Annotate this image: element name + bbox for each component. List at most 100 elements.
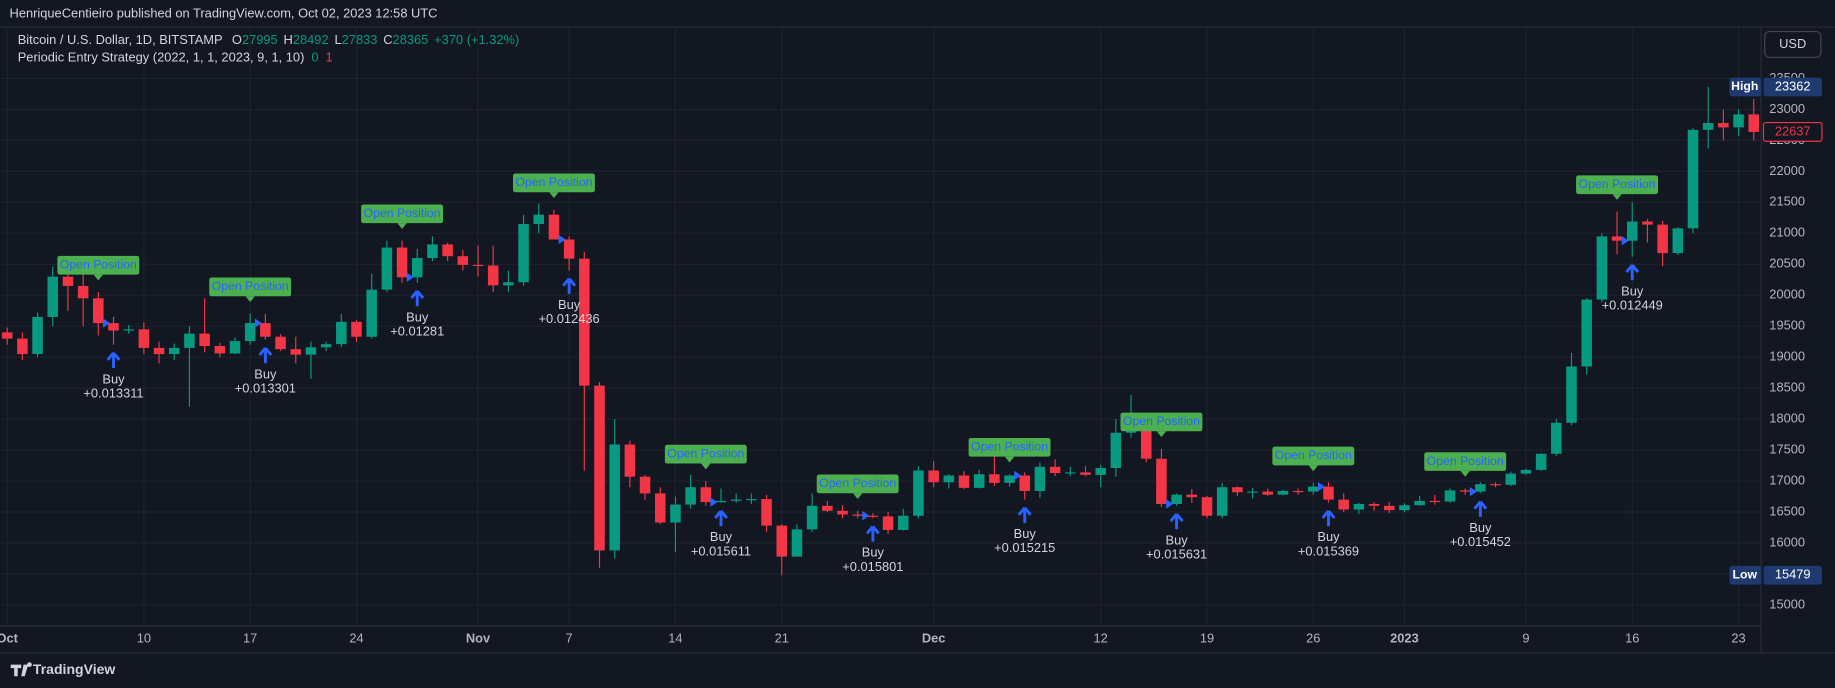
candle-body — [336, 321, 347, 345]
buy-label: Buy — [1317, 529, 1340, 544]
ohlc-value: 28492 — [293, 32, 329, 47]
candle-body — [1308, 486, 1319, 492]
buy-arrow — [1017, 506, 1032, 524]
candle-body — [290, 349, 302, 355]
candle-body — [1034, 466, 1046, 491]
open-position-pointer — [853, 493, 863, 500]
open-position-label: Open Position — [1123, 414, 1200, 428]
buy-size: +0.01281 — [390, 323, 444, 338]
high-marker-tag — [1729, 77, 1762, 97]
x-tick-label: Dec — [922, 630, 946, 645]
candle-body — [1080, 472, 1091, 475]
legend: Bitcoin / U.S. Dollar, 1D, BITSTAMP O2799… — [18, 32, 520, 65]
buy-size: +0.012436 — [539, 311, 600, 326]
candle-body — [1216, 487, 1228, 516]
low-marker-label: Low — [1732, 568, 1757, 582]
buy-size: +0.015369 — [1298, 543, 1359, 558]
candle-body — [1125, 430, 1137, 433]
buy-size: +0.013301 — [235, 380, 296, 395]
open-position-label: Open Position — [1427, 454, 1504, 468]
candle-body — [685, 487, 696, 505]
strategy-name: Periodic Entry Strategy (2022, 1, 1, 202… — [18, 50, 305, 65]
candle-body — [1399, 505, 1410, 511]
buy-size: +0.015611 — [691, 543, 751, 558]
y-tick-label: 17000 — [1769, 472, 1805, 487]
currency-label[interactable]: USD — [1779, 36, 1806, 51]
candle-body — [639, 476, 651, 494]
candle-body — [503, 282, 514, 286]
buy-size: +0.015801 — [842, 559, 903, 574]
candle-body — [199, 333, 210, 347]
x-tick-label: 24 — [349, 630, 363, 645]
candle-body — [1019, 475, 1031, 491]
candle-body — [1140, 430, 1152, 459]
candle-body — [913, 470, 924, 516]
candle-body — [958, 475, 970, 488]
entry-marker — [1014, 470, 1022, 481]
currency-button[interactable] — [1764, 31, 1822, 58]
candle-body — [897, 515, 909, 530]
legend-change: +370 (+1.32%) — [434, 32, 519, 47]
candle-body — [928, 470, 939, 483]
open-position-pointer — [1156, 431, 1167, 438]
candle-body — [457, 256, 469, 265]
x-tick-label: 9 — [1522, 630, 1529, 645]
candle-body — [700, 487, 712, 503]
candle-body — [77, 285, 89, 299]
buy-label: Buy — [862, 545, 885, 560]
open-position-box — [1272, 446, 1355, 466]
candle-body — [973, 474, 985, 488]
buy-label: Buy — [1014, 526, 1037, 541]
candle-body — [153, 347, 165, 355]
buy-label: Buy — [558, 297, 581, 312]
candle-body — [472, 264, 484, 267]
x-tick-label: Nov — [466, 630, 491, 645]
x-tick-label: 12 — [1094, 630, 1108, 645]
buy-size: +0.013311 — [83, 385, 143, 400]
y-tick-label: 19000 — [1769, 349, 1805, 364]
buy-label: Buy — [102, 371, 125, 386]
open-position-label: Open Position — [60, 257, 137, 271]
candle-body — [108, 323, 119, 331]
candle-body — [1626, 221, 1638, 241]
candle-body — [746, 499, 757, 501]
candle-body — [791, 529, 803, 557]
buy-size: +0.015215 — [994, 540, 1055, 555]
buy-arrow — [865, 525, 880, 542]
open-position-box — [512, 173, 595, 193]
candle-body — [1292, 490, 1304, 493]
entry-marker — [710, 497, 718, 507]
open-position-pointer — [1612, 194, 1622, 200]
y-tick-label: 18500 — [1769, 380, 1805, 395]
candle-body — [1065, 472, 1076, 474]
candle-body — [1368, 503, 1380, 506]
low-marker-box — [1763, 565, 1822, 585]
open-position-label: Open Position — [971, 440, 1048, 454]
candle-body — [1535, 453, 1547, 470]
open-position-box — [816, 474, 899, 494]
candle-body — [533, 214, 545, 225]
candle-body — [1186, 494, 1198, 498]
buy-size: +0.012449 — [1602, 297, 1663, 312]
candle-body — [1748, 114, 1760, 132]
x-tick-label: Oct — [0, 630, 19, 645]
buy-arrow — [410, 290, 425, 307]
candle-body — [654, 493, 666, 523]
candle-body — [1110, 432, 1122, 469]
ohlc-label: L — [334, 32, 341, 47]
y-tick-label: 23000 — [1769, 101, 1805, 116]
candle-body — [518, 224, 529, 283]
candle-body — [1459, 490, 1471, 492]
candle-body — [168, 347, 180, 355]
footer-brand: TradingView — [33, 661, 115, 677]
candle-body — [351, 321, 362, 337]
candle-body — [366, 289, 377, 337]
buy-arrow — [1169, 513, 1184, 530]
open-position-pointer — [701, 463, 711, 470]
candle-body — [670, 504, 681, 523]
open-position-box — [1424, 452, 1507, 471]
candle-body — [1611, 236, 1623, 241]
y-tick-label: 15000 — [1769, 596, 1805, 611]
y-tick-label: 22000 — [1769, 163, 1805, 178]
